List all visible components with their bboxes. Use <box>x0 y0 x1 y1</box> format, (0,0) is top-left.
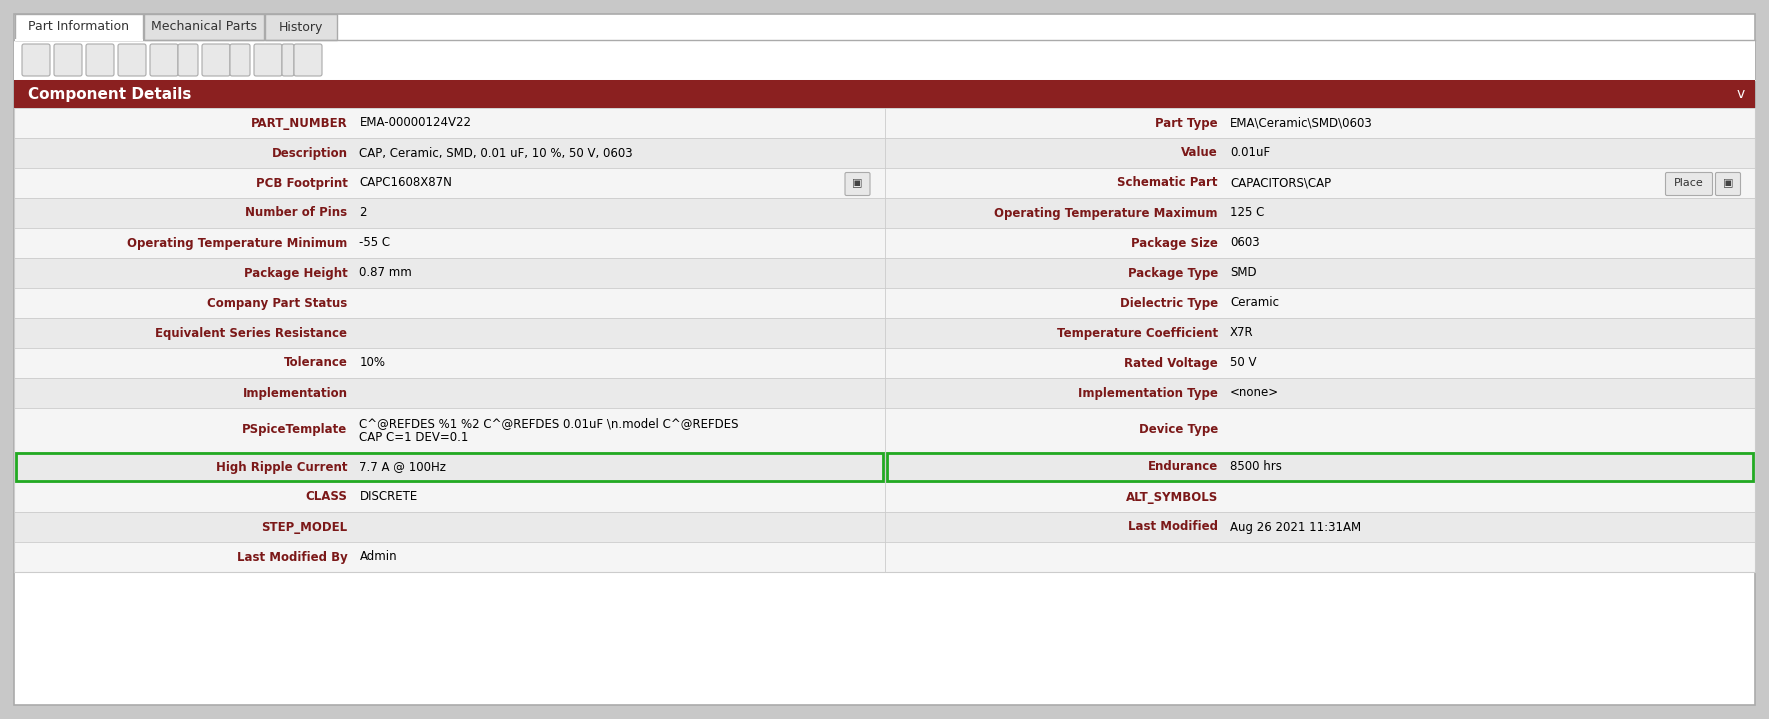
Text: Last Modified: Last Modified <box>1129 521 1219 533</box>
Bar <box>14 14 143 40</box>
Bar <box>14 318 1755 348</box>
Text: History: History <box>280 21 324 34</box>
Text: C^@REFDES %1 %2 C^@REFDES 0.01uF \n.model C^@REFDES: C^@REFDES %1 %2 C^@REFDES 0.01uF \n.mode… <box>359 417 739 430</box>
Text: Mechanical Parts: Mechanical Parts <box>150 21 257 34</box>
Text: DISCRETE: DISCRETE <box>359 490 417 503</box>
Text: Schematic Part: Schematic Part <box>1118 176 1219 190</box>
Bar <box>14 542 1755 572</box>
Text: X7R: X7R <box>1229 326 1254 339</box>
Text: Aug 26 2021 11:31AM: Aug 26 2021 11:31AM <box>1229 521 1360 533</box>
Bar <box>14 482 1755 512</box>
Bar <box>14 378 1755 408</box>
Bar <box>143 14 264 40</box>
Bar <box>265 14 338 40</box>
Text: Operating Temperature Maximum: Operating Temperature Maximum <box>994 206 1219 219</box>
Text: EMA\Ceramic\SMD\0603: EMA\Ceramic\SMD\0603 <box>1229 116 1373 129</box>
Bar <box>14 40 1755 80</box>
Text: PSpiceTemplate: PSpiceTemplate <box>242 423 347 436</box>
Text: Description: Description <box>271 147 347 160</box>
Text: Ceramic: Ceramic <box>1229 296 1279 309</box>
Text: -55 C: -55 C <box>359 237 391 249</box>
Text: EMA-00000124V22: EMA-00000124V22 <box>359 116 472 129</box>
Bar <box>14 228 1755 258</box>
Text: 50 V: 50 V <box>1229 357 1256 370</box>
Bar <box>14 198 1755 228</box>
Text: Last Modified By: Last Modified By <box>237 551 347 564</box>
Text: CAPC1608X87N: CAPC1608X87N <box>359 176 453 190</box>
Text: ▣: ▣ <box>853 178 863 188</box>
Bar <box>14 408 1755 452</box>
Bar <box>14 288 1755 318</box>
FancyBboxPatch shape <box>255 44 281 76</box>
Text: Place: Place <box>1673 178 1704 188</box>
Text: Device Type: Device Type <box>1139 423 1219 436</box>
FancyBboxPatch shape <box>119 44 147 76</box>
Bar <box>886 453 1753 481</box>
FancyBboxPatch shape <box>179 44 198 76</box>
FancyBboxPatch shape <box>1665 173 1712 196</box>
Text: Endurance: Endurance <box>1148 460 1219 474</box>
Bar <box>14 80 1755 108</box>
Text: CLASS: CLASS <box>306 490 347 503</box>
Text: 125 C: 125 C <box>1229 206 1265 219</box>
Text: Part Type: Part Type <box>1155 116 1219 129</box>
Text: PART_NUMBER: PART_NUMBER <box>251 116 347 129</box>
Text: Tolerance: Tolerance <box>283 357 347 370</box>
FancyBboxPatch shape <box>55 44 81 76</box>
Bar <box>16 453 883 481</box>
FancyBboxPatch shape <box>21 44 50 76</box>
Bar <box>14 168 1755 198</box>
Text: Package Size: Package Size <box>1130 237 1219 249</box>
Text: 0.01uF: 0.01uF <box>1229 147 1270 160</box>
Text: Rated Voltage: Rated Voltage <box>1125 357 1219 370</box>
FancyBboxPatch shape <box>87 44 113 76</box>
FancyBboxPatch shape <box>230 44 249 76</box>
Text: Equivalent Series Resistance: Equivalent Series Resistance <box>156 326 347 339</box>
Text: Admin: Admin <box>359 551 396 564</box>
Text: SMD: SMD <box>1229 267 1256 280</box>
FancyBboxPatch shape <box>846 173 870 196</box>
FancyBboxPatch shape <box>294 44 322 76</box>
Text: ALT_SYMBOLS: ALT_SYMBOLS <box>1125 490 1219 503</box>
Text: 0603: 0603 <box>1229 237 1260 249</box>
Text: Temperature Coefficient: Temperature Coefficient <box>1056 326 1219 339</box>
Text: Number of Pins: Number of Pins <box>246 206 347 219</box>
Bar <box>14 258 1755 288</box>
Text: Operating Temperature Minimum: Operating Temperature Minimum <box>127 237 347 249</box>
Text: v: v <box>1737 87 1744 101</box>
FancyBboxPatch shape <box>202 44 230 76</box>
Text: CAPACITORS\CAP: CAPACITORS\CAP <box>1229 176 1330 190</box>
Bar <box>14 39 143 40</box>
Bar <box>14 348 1755 378</box>
Text: 2: 2 <box>359 206 366 219</box>
Text: Package Type: Package Type <box>1129 267 1219 280</box>
Text: Dielectric Type: Dielectric Type <box>1120 296 1219 309</box>
Text: Part Information: Part Information <box>28 21 129 34</box>
Text: Implementation: Implementation <box>242 387 347 400</box>
Text: High Ripple Current: High Ripple Current <box>216 460 347 474</box>
Text: 7.7 A @ 100Hz: 7.7 A @ 100Hz <box>359 460 446 474</box>
Bar <box>14 452 1755 482</box>
Text: 8500 hrs: 8500 hrs <box>1229 460 1283 474</box>
Text: STEP_MODEL: STEP_MODEL <box>262 521 347 533</box>
FancyBboxPatch shape <box>1716 173 1741 196</box>
Text: CAP, Ceramic, SMD, 0.01 uF, 10 %, 50 V, 0603: CAP, Ceramic, SMD, 0.01 uF, 10 %, 50 V, … <box>359 147 633 160</box>
Text: 10%: 10% <box>359 357 386 370</box>
Bar <box>14 108 1755 138</box>
Text: Implementation Type: Implementation Type <box>1077 387 1219 400</box>
Text: PCB Footprint: PCB Footprint <box>255 176 347 190</box>
Text: <none>: <none> <box>1229 387 1279 400</box>
Bar <box>14 138 1755 168</box>
FancyBboxPatch shape <box>150 44 179 76</box>
Text: CAP C=1 DEV=0.1: CAP C=1 DEV=0.1 <box>359 431 469 444</box>
Text: 0.87 mm: 0.87 mm <box>359 267 412 280</box>
Text: ▣: ▣ <box>1723 178 1734 188</box>
Text: Value: Value <box>1182 147 1219 160</box>
Text: Component Details: Component Details <box>28 86 191 101</box>
Text: Package Height: Package Height <box>244 267 347 280</box>
Bar <box>14 512 1755 542</box>
Text: Company Part Status: Company Part Status <box>207 296 347 309</box>
FancyBboxPatch shape <box>281 44 294 76</box>
